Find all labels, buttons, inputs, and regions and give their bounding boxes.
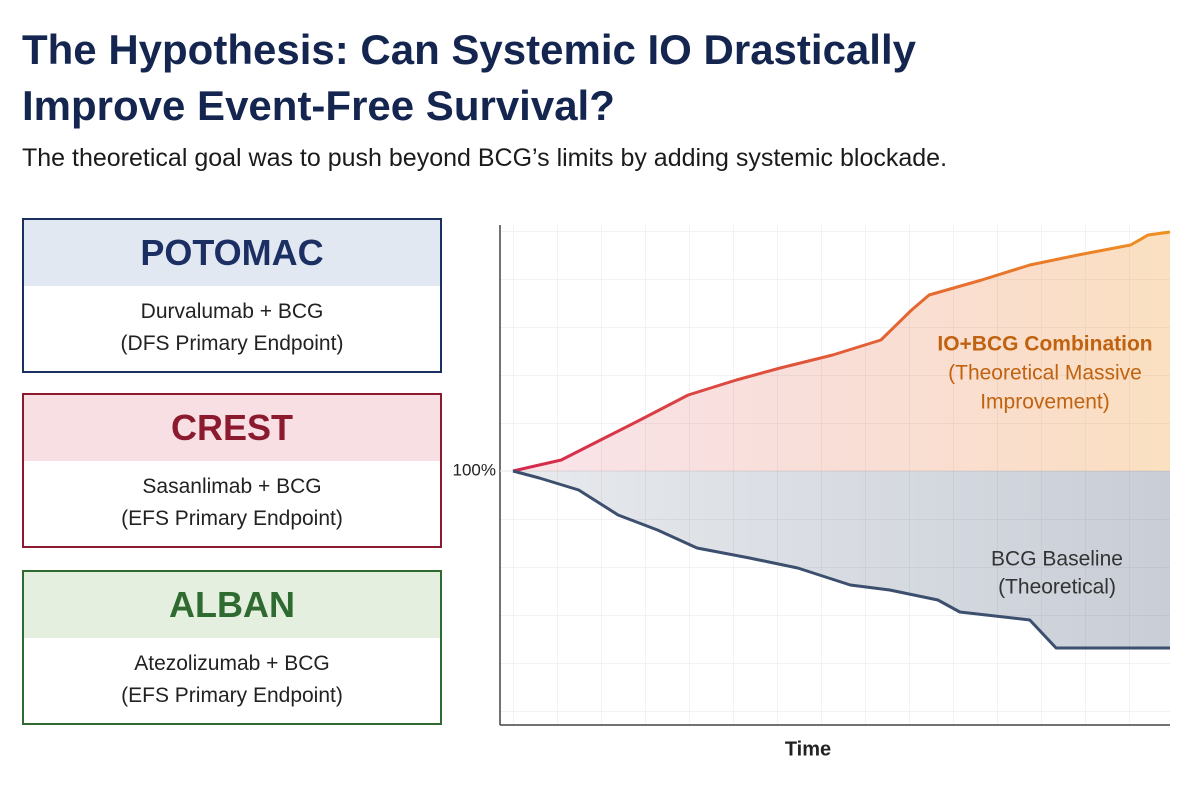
trial-detail: (EFS Primary Endpoint) xyxy=(121,684,343,707)
y-tick-label: 100% xyxy=(453,460,496,479)
trial-name: POTOMAC xyxy=(24,220,440,286)
line xyxy=(512,230,1171,473)
trial-detail: (EFS Primary Endpoint) xyxy=(121,507,343,530)
trial-details: Atezolizumab + BCG (EFS Primary Endpoint) xyxy=(24,638,440,712)
trial-detail: Atezolizumab + BCG xyxy=(134,652,330,675)
trial-name: ALBAN xyxy=(24,572,440,638)
title-line: Improve Event-Free Survival? xyxy=(22,82,615,129)
trial-card: POTOMAC Durvalumab + BCG (DFS Primary Endp… xyxy=(22,218,442,373)
series-label: BCG Baseline xyxy=(991,548,1123,571)
trial-detail: (DFS Primary Endpoint) xyxy=(120,332,344,355)
trial-detail: Sasanlimab + BCG xyxy=(142,475,322,498)
series-label: (Theoretical) xyxy=(998,576,1116,599)
trial-detail: Durvalumab + BCG xyxy=(140,300,324,323)
title: The Hypothesis: Can Systemic IO Drastica… xyxy=(22,22,916,134)
trial-details: Sasanlimab + BCG (EFS Primary Endpoint) xyxy=(24,461,440,535)
title-line: The Hypothesis: Can Systemic IO Drastica… xyxy=(22,26,916,73)
series-label: IO+BCG Combination xyxy=(937,333,1152,356)
area-glow xyxy=(513,232,1170,471)
x-axis-label: Time xyxy=(785,738,831,760)
series-label: (Theoretical Massive xyxy=(948,362,1142,385)
line xyxy=(512,469,1170,650)
trial-card: CREST Sasanlimab + BCG (EFS Primary Endpoi… xyxy=(22,393,442,548)
trial-details: Durvalumab + BCG (DFS Primary Endpoint) xyxy=(24,286,440,360)
series-label: Improvement) xyxy=(980,391,1110,414)
trial-name: CREST xyxy=(24,395,440,461)
trial-card: ALBAN Atezolizumab + BCG (EFS Primary Endp… xyxy=(22,570,442,725)
subtitle: The theoretical goal was to push beyond … xyxy=(22,144,948,172)
area-glow xyxy=(513,471,1170,648)
